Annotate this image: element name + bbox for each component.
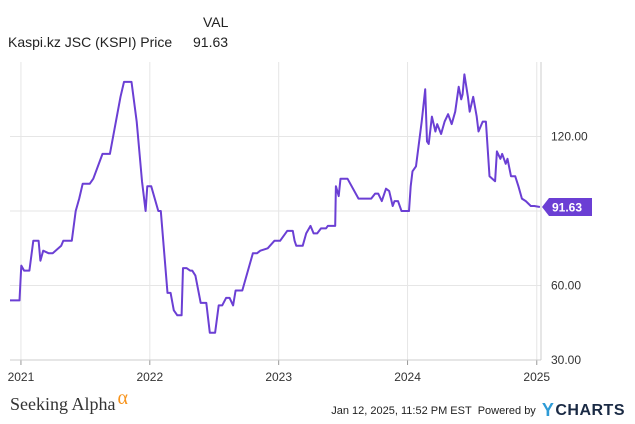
x-tick-label: 2023: [265, 370, 292, 384]
ycharts-wordmark: CHARTS: [555, 401, 625, 419]
series-layer: [10, 73, 541, 334]
brand-name: Seeking Alpha: [10, 394, 116, 414]
y-tick-label: 60.00: [551, 279, 581, 293]
x-tick-label: 2025: [523, 370, 550, 384]
legend-series-name: Kaspi.kz JSC (KSPI) Price: [8, 34, 173, 50]
axes: [10, 62, 542, 365]
seeking-alpha-logo: Seeking Alpha α: [10, 387, 128, 421]
ycharts-y-mark: Y: [541, 400, 555, 420]
grid: [10, 62, 541, 361]
y-tick-label: 30.00: [551, 353, 581, 367]
powered-by-text: Powered by: [477, 404, 536, 417]
y-tick-label: 120.00: [551, 130, 588, 144]
last-value-label: 91.63: [552, 200, 582, 214]
legend: VAL Kaspi.kz JSC (KSPI) Price 91.63: [8, 10, 238, 50]
x-tick-label: 2021: [8, 370, 35, 384]
x-tick-label: 2022: [136, 370, 163, 384]
timestamp: Jan 12, 2025, 11:52 PM EST: [331, 404, 472, 417]
alpha-symbol: α: [117, 387, 128, 409]
last-value-flag: [542, 197, 592, 216]
x-tick-label: 2024: [394, 370, 421, 384]
footer-credit: Jan 12, 2025, 11:52 PM EST Powered by Y …: [331, 400, 625, 421]
ycharts-logo: Y CHARTS: [542, 400, 625, 421]
labels: 30.00 60.00 120.00 2021 2022 2023 2024 2025 91.6…: [8, 130, 592, 384]
legend-series-value: 91.63: [193, 34, 229, 50]
legend-column-header: VAL: [203, 14, 229, 30]
price-series-line: [10, 73, 541, 334]
